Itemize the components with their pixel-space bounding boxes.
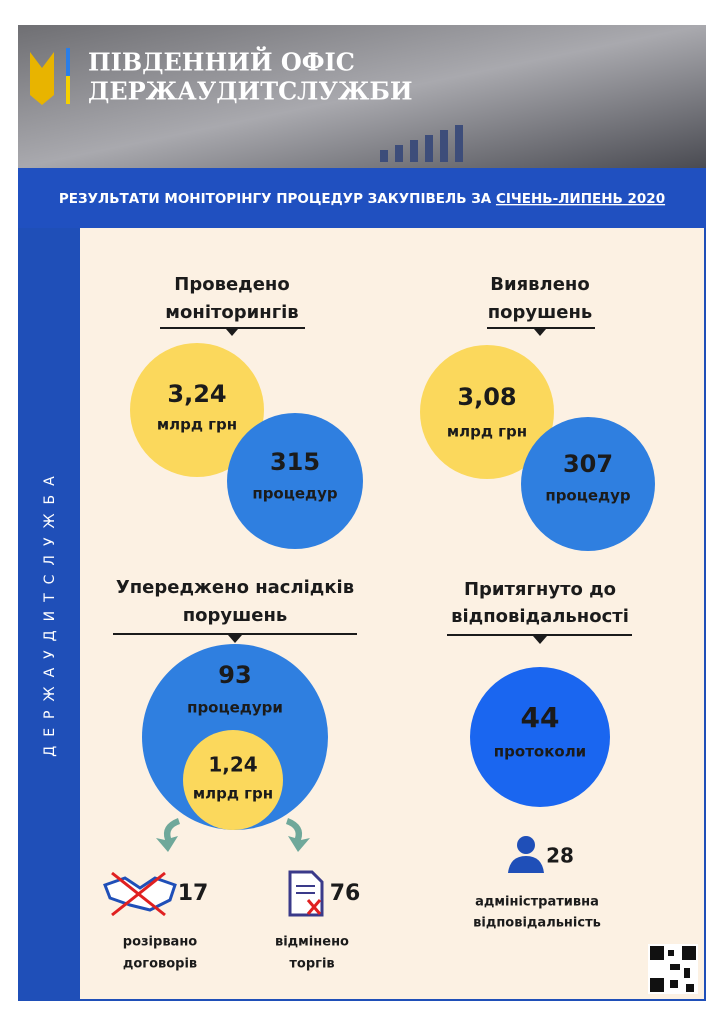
amount-unit: млрд грн bbox=[193, 785, 273, 803]
handshake-icon bbox=[103, 871, 177, 917]
section-title: Притягнуто до bbox=[464, 579, 616, 600]
banner-main: РЕЗУЛЬТАТИ МОНІТОРІНГУ ПРОЦЕДУР ЗАКУПІВЕ… bbox=[59, 191, 496, 207]
header-photo bbox=[18, 25, 706, 168]
amount: 3,24 bbox=[167, 380, 226, 408]
section-title: порушень bbox=[488, 302, 593, 323]
section-title: моніторингів bbox=[165, 302, 298, 323]
section-title: відповідальності bbox=[451, 606, 629, 627]
amount-circle bbox=[183, 730, 283, 830]
count: 44 bbox=[521, 701, 560, 734]
cancelled-label: відмінено bbox=[275, 935, 349, 950]
pointer bbox=[226, 329, 238, 336]
document-icon bbox=[288, 870, 324, 917]
sidebar-text: ДЕРЖАУДИТСЛУЖБА bbox=[42, 467, 58, 756]
count-unit: протоколи bbox=[494, 743, 586, 761]
arrow bbox=[156, 818, 180, 852]
header-title: ПІВДЕННИЙ ОФІС bbox=[88, 46, 355, 77]
count-circle bbox=[521, 417, 655, 551]
chart-sketch bbox=[380, 125, 463, 162]
section-title: Виявлено bbox=[490, 274, 589, 295]
administrative-label: відповідальність bbox=[473, 916, 601, 931]
count-circle bbox=[227, 413, 363, 549]
header-title: ДЕРЖАУДИТСЛУЖБИ bbox=[88, 77, 413, 106]
banner bbox=[18, 168, 706, 228]
flag-blue bbox=[66, 48, 70, 76]
terminated-label: договорів bbox=[123, 957, 197, 972]
amount-circle bbox=[130, 343, 264, 477]
terminated-value: 17 bbox=[178, 881, 209, 906]
section-title: Упереджено наслідків bbox=[116, 577, 354, 598]
qr-code bbox=[648, 944, 698, 994]
amount: 3,08 bbox=[457, 383, 516, 411]
amount-unit: млрд грн bbox=[447, 423, 527, 441]
amount: 1,24 bbox=[208, 753, 257, 777]
count-circle bbox=[470, 667, 610, 807]
section-title: порушень bbox=[183, 605, 288, 626]
banner-period: СІЧЕНЬ-ЛИПЕНЬ 2020 bbox=[496, 191, 665, 207]
terminated-label: розірвано bbox=[123, 935, 198, 950]
flag-yellow bbox=[66, 76, 70, 104]
cancelled-label: торгів bbox=[289, 957, 334, 972]
banner-text: РЕЗУЛЬТАТИ МОНІТОРІНГУ ПРОЦЕДУР ЗАКУПІВЕ… bbox=[59, 191, 665, 207]
count-unit: процедури bbox=[187, 699, 283, 717]
count: 93 bbox=[218, 661, 251, 689]
person-icon bbox=[508, 836, 544, 873]
pointer bbox=[533, 636, 547, 644]
pointer bbox=[534, 329, 546, 336]
section-title: Проведено bbox=[174, 274, 289, 295]
amount-unit: млрд грн bbox=[157, 416, 237, 434]
count: 307 bbox=[563, 450, 613, 478]
cancelled-value: 76 bbox=[330, 881, 361, 906]
count-unit: процедур bbox=[252, 485, 338, 503]
administrative-label: адміністративна bbox=[475, 895, 599, 910]
administrative-value: 28 bbox=[546, 844, 574, 868]
count-unit: процедур bbox=[545, 487, 631, 505]
arrow bbox=[286, 818, 310, 852]
trident-icon bbox=[30, 52, 54, 105]
pointer bbox=[228, 635, 242, 643]
count: 315 bbox=[270, 448, 320, 476]
amount-circle bbox=[420, 345, 554, 479]
